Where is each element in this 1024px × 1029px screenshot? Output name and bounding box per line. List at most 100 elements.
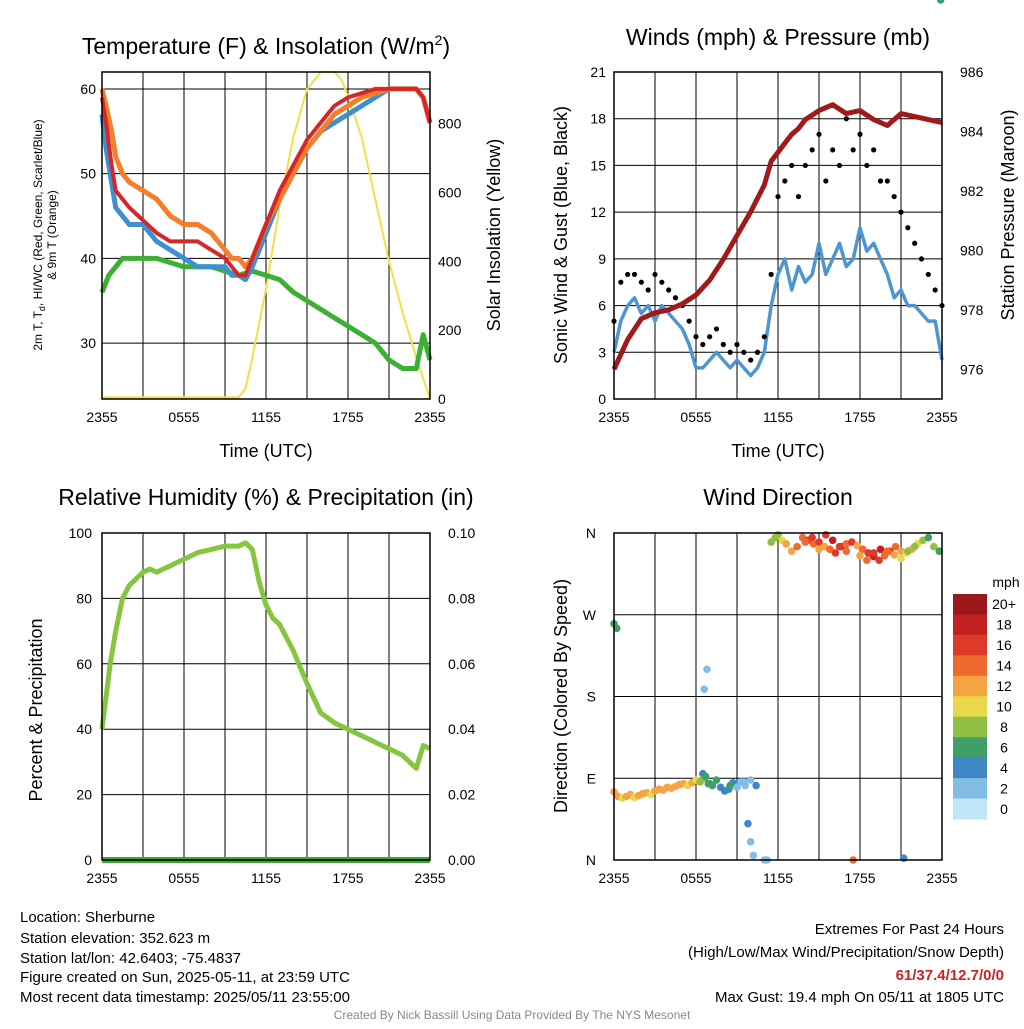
insolation-y-tick-label: 600 xyxy=(438,184,462,200)
gust-point xyxy=(693,334,699,340)
gust-point xyxy=(789,162,795,169)
legend-label: 20+ xyxy=(992,596,1016,612)
gust-point xyxy=(754,349,761,355)
wind-y-tick-label: 9 xyxy=(598,251,606,267)
insolation-y-tick-label: 0 xyxy=(438,391,446,407)
direction-point xyxy=(746,838,755,846)
direction-point xyxy=(712,776,721,784)
gust-point xyxy=(884,178,890,184)
wind-y-tick-label: 3 xyxy=(598,344,606,360)
footer: Location: Sherburne Station elevation: 3… xyxy=(20,909,1004,1022)
direction-point xyxy=(793,542,801,551)
direction-point xyxy=(924,533,933,542)
gust-point xyxy=(871,147,877,153)
gust-point xyxy=(782,178,788,184)
wind-x-tick-label: 2355 xyxy=(926,409,957,425)
dir-y-tick-label: W xyxy=(583,607,597,623)
gust-point xyxy=(932,287,938,293)
legend-label: 10 xyxy=(996,699,1012,715)
dir-y-tick-label: E xyxy=(587,770,596,786)
svg-text:& 9m T (Orange): & 9m T (Orange) xyxy=(45,190,59,280)
legend-swatch xyxy=(953,737,987,759)
legend-swatch xyxy=(953,696,987,718)
direction-point xyxy=(910,542,919,551)
max-gust: Max Gust: 19.4 mph On 05/11 at 1805 UTC xyxy=(715,989,1004,1006)
rh-y-tick-label: 80 xyxy=(76,590,92,606)
gust-point xyxy=(775,193,781,200)
gust-point xyxy=(816,131,822,137)
gust-point xyxy=(836,162,843,169)
rh-y-tick-label: 60 xyxy=(76,656,92,672)
direction-point xyxy=(700,685,708,694)
speed-legend: 20+ 18 16 14 12 10 8 6 4 2 0 xyxy=(953,594,1016,820)
humidity-ylabel-left: Percent & Precipitation xyxy=(26,618,46,801)
direction-point xyxy=(891,542,900,551)
direction-point xyxy=(801,538,810,546)
gust-point xyxy=(843,116,849,122)
gust-point xyxy=(659,279,665,285)
gust-point xyxy=(672,295,679,301)
wind-panel: Winds (mph) & Pressure (mb) 0 3 6 9 12 15 18 21… xyxy=(551,24,1018,461)
direction-point xyxy=(815,545,823,554)
gust-point xyxy=(802,162,808,169)
direction-point xyxy=(936,0,945,4)
gust-point xyxy=(748,357,754,363)
series-solar-insolation xyxy=(102,71,431,400)
precip-y-tick-label: 0.10 xyxy=(448,525,475,541)
wind-plot-frame xyxy=(613,71,943,400)
legend-label: 2 xyxy=(1000,780,1008,796)
gust-point xyxy=(734,341,740,348)
rh-x-tick-label: 0555 xyxy=(168,870,199,886)
gust-point xyxy=(686,318,692,324)
humidity-plot-frame xyxy=(101,532,431,861)
direction-point xyxy=(703,665,711,674)
legend-swatch xyxy=(953,716,987,738)
direction-point xyxy=(842,547,851,555)
rh-x-tick-label: 1155 xyxy=(251,870,281,886)
rh-y-tick-label: 40 xyxy=(76,721,92,737)
rh-x-tick-label: 2355 xyxy=(86,870,117,886)
insolation-y-tick-label: 200 xyxy=(438,322,462,338)
temperature-ylabel-left: 2m T, Td, HI/WC (Red, Green, Scarlet/Blu… xyxy=(31,119,59,350)
temp-y-tick-label: 40 xyxy=(80,250,96,266)
temp-y-tick-label: 30 xyxy=(80,335,96,351)
wind-y-tick-label: 21 xyxy=(590,64,606,80)
gust-point xyxy=(925,271,931,278)
legend-label: 12 xyxy=(996,678,1012,694)
legend-title: mph xyxy=(992,574,1019,590)
direction-point xyxy=(744,819,752,828)
direction-point xyxy=(863,556,871,565)
legend-swatch xyxy=(953,675,987,697)
direction-point xyxy=(831,549,840,557)
footer-recent: Most recent data timestamp: 2025/05/11 2… xyxy=(20,989,350,1006)
gust-point xyxy=(891,193,897,200)
direction-point xyxy=(858,545,867,554)
extremes-title: Extremes For Past 24 Hours xyxy=(815,921,1004,938)
temp-x-tick-label: 1755 xyxy=(332,409,363,425)
direction-point xyxy=(835,542,844,551)
dir-y-tick-label: N xyxy=(586,852,596,868)
pressure-y-tick-label: 982 xyxy=(960,183,984,199)
gust-point xyxy=(830,147,836,153)
wind-x-tick-label: 2355 xyxy=(598,409,629,425)
direction-point xyxy=(701,772,710,781)
gust-point xyxy=(741,349,747,355)
direction-point xyxy=(848,538,856,546)
footer-created: Figure created on Sun, 2025-05-11, at 23… xyxy=(20,969,350,986)
direction-point xyxy=(876,545,885,554)
wind-xlabel: Time (UTC) xyxy=(731,441,824,461)
precip-y-tick-label: 0.06 xyxy=(448,656,475,672)
gust-point xyxy=(850,147,856,153)
direction-plot-frame xyxy=(613,532,943,861)
gust-point xyxy=(638,279,644,285)
direction-point xyxy=(733,783,741,792)
temp-y-tick-label: 60 xyxy=(80,81,96,97)
legend-swatch xyxy=(953,594,987,615)
direction-point xyxy=(875,556,883,565)
direction-point xyxy=(869,549,878,557)
direction-point xyxy=(899,854,908,862)
dir-y-tick-label: S xyxy=(587,689,596,705)
legend-swatch xyxy=(953,778,987,800)
rh-y-tick-label: 0 xyxy=(84,852,92,868)
gust-point xyxy=(768,271,774,278)
